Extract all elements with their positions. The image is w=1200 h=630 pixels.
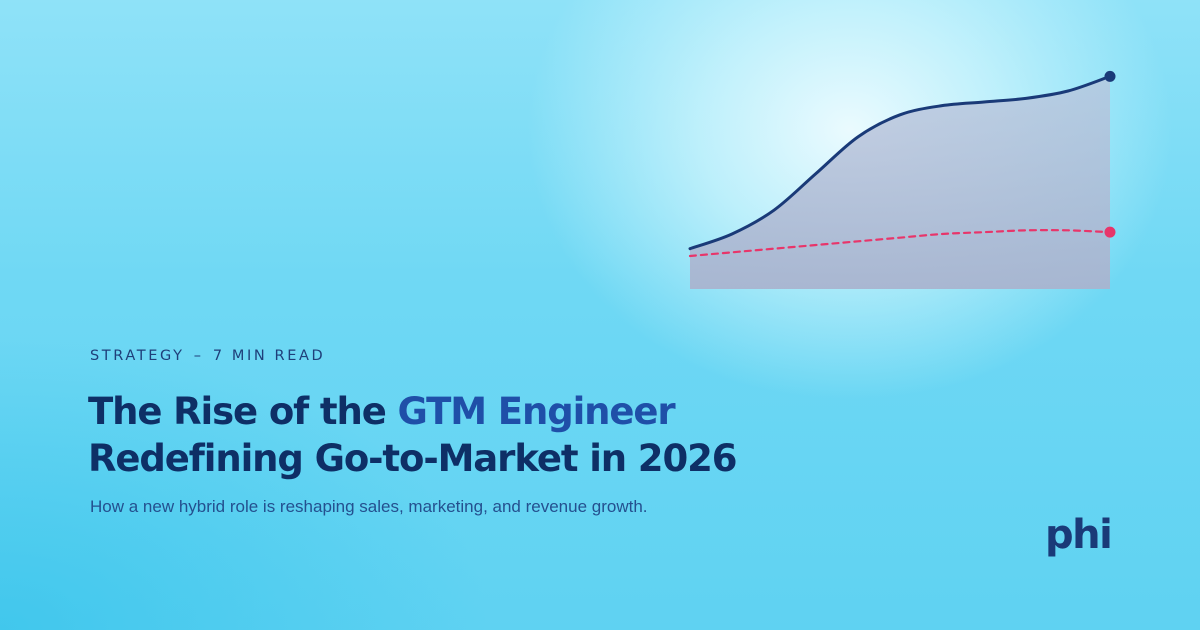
read-time: 7 MIN READ	[212, 348, 326, 364]
series-1-end-point	[1104, 226, 1116, 238]
article-subtitle: How a new hybrid role is reshaping sales…	[90, 497, 648, 516]
chart-canvas	[688, 70, 1116, 289]
title-accent: GTM Engineer	[397, 390, 676, 433]
category-label: STRATEGY	[90, 348, 185, 364]
page-title: The Rise of the GTM Engineer Redefining …	[88, 388, 737, 482]
phi-logo: phi	[1045, 512, 1113, 558]
series-0-line	[688, 74, 1112, 251]
growth-chart	[685, 60, 1120, 295]
title-prefix: The Rise of the	[88, 390, 398, 433]
title-line-1: The Rise of the GTM Engineer	[88, 388, 736, 435]
meta-separator: –	[193, 348, 204, 364]
series-0-area	[690, 76, 1110, 289]
series-0-end-point	[1104, 70, 1116, 82]
title-line-2: Redefining Go-to-Market in 2026	[88, 437, 737, 480]
article-meta: STRATEGY – 7 MIN READ	[90, 348, 325, 364]
series-1-line	[688, 229, 1112, 258]
